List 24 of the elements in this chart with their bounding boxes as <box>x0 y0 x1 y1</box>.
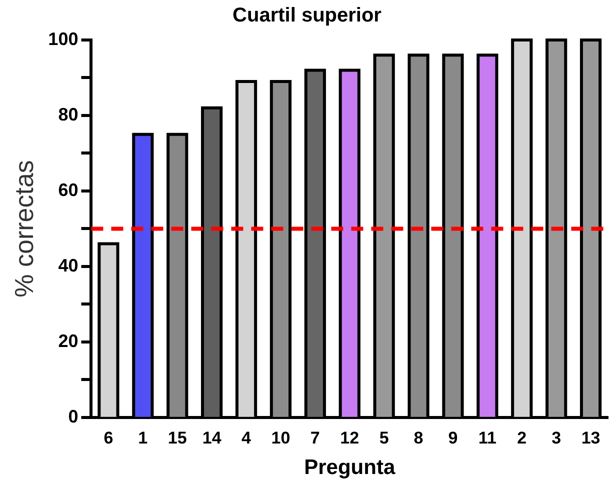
x-tick-label: 8 <box>414 428 424 448</box>
x-tick-label: 4 <box>242 428 252 448</box>
x-tick-label: 2 <box>517 428 527 448</box>
y-axis-title: % correctas <box>8 160 39 298</box>
y-tick-label: 20 <box>58 330 78 351</box>
y-tick-label: 100 <box>48 28 78 49</box>
x-tick-label: 11 <box>478 428 496 448</box>
x-tick-label: 6 <box>104 428 114 448</box>
x-tick-label: 14 <box>202 428 222 448</box>
x-axis-title: Pregunta <box>304 456 396 480</box>
x-tick-label: 13 <box>581 428 600 448</box>
x-tick-label: 9 <box>448 428 458 448</box>
x-tick-label: 15 <box>168 428 187 448</box>
chart-title: Cuartil superior <box>232 4 382 27</box>
y-tick-label: 0 <box>68 406 78 426</box>
x-tick-label: 3 <box>552 428 562 448</box>
x-tick-label: 1 <box>138 428 148 448</box>
y-tick-label: 40 <box>58 255 78 276</box>
x-tick-label: 10 <box>271 428 290 448</box>
x-tick-label: 5 <box>379 428 389 448</box>
y-tick-label: 60 <box>58 180 78 200</box>
x-tick-label: 7 <box>310 428 320 448</box>
y-tick-label: 80 <box>58 104 78 124</box>
x-tick-label: 12 <box>340 428 360 448</box>
